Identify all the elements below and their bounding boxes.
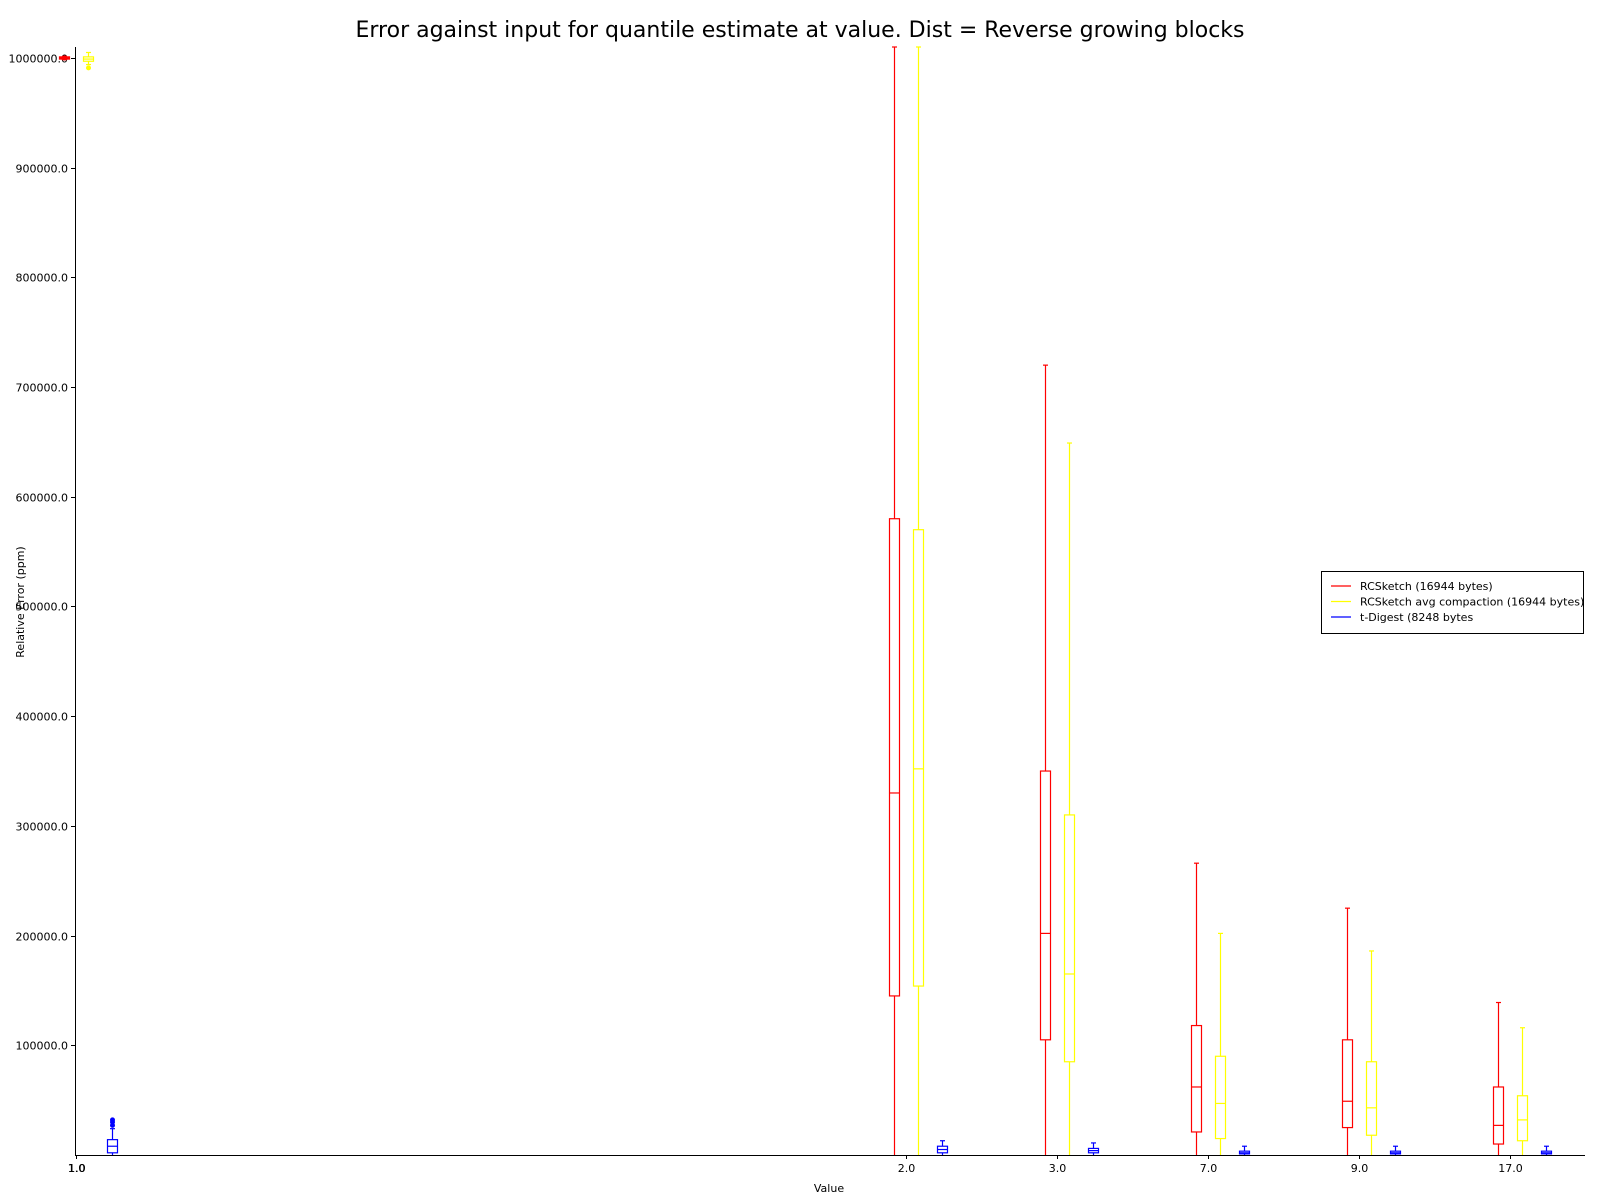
y-tick-label: 600000.0 [16,492,69,505]
box-iqr [912,529,925,987]
box-iqr [1492,1086,1505,1145]
y-tick-label: 900000.0 [16,163,69,176]
legend-entry: RCSketch (16944 bytes) [1360,580,1493,593]
box-iqr [1341,1039,1354,1129]
box-iqr [1063,814,1076,1063]
chart-title: Error against input for quantile estimat… [355,18,1244,43]
box-flier [62,55,67,61]
legend-entry: t-Digest (8248 bytes [1360,611,1473,624]
y-tick-label: 300000.0 [16,821,69,834]
box-flier [86,65,91,71]
box-flier [110,1117,115,1123]
x-tick-label: 1.0 [68,1162,86,1175]
y-tick-label: 500000.0 [16,601,69,614]
x-tick-label: 3.0 [1049,1162,1067,1175]
y-tick-label: 400000.0 [16,711,69,724]
y-tick-label: 100000.0 [16,1040,69,1053]
x-tick-label: 1.0 [68,1162,86,1175]
box-iqr [888,518,901,997]
x-axis-label: Value [814,1182,844,1195]
x-tick-label: 2.0 [898,1162,916,1175]
y-tick-label: 1000000.0 [9,53,69,66]
chart-legend: RCSketch (16944 bytes) RCSketch avg compa… [1321,571,1584,634]
box-iqr [1365,1061,1378,1136]
legend-frame [1321,571,1584,634]
x-tick-label: 7.0 [1200,1162,1218,1175]
box-iqr [1214,1055,1227,1140]
x-tick-label: 9.0 [1351,1162,1369,1175]
y-tick-label: 700000.0 [16,382,69,395]
box-iqr [1039,770,1052,1041]
box-iqr [1190,1024,1203,1133]
box-iqr [1516,1095,1529,1142]
y-tick-label: 200000.0 [16,931,69,944]
y-axis-label: Relative Error (ppm) [14,546,27,657]
x-tick-label: 17.0 [1498,1162,1523,1175]
chart-marks: 100000.0 200000.0 300000.0 400000.0 500000.0… [9,46,1553,1175]
y-tick-label: 800000.0 [16,272,69,285]
legend-entry: RCSketch avg compaction (16944 bytes) [1360,596,1584,609]
